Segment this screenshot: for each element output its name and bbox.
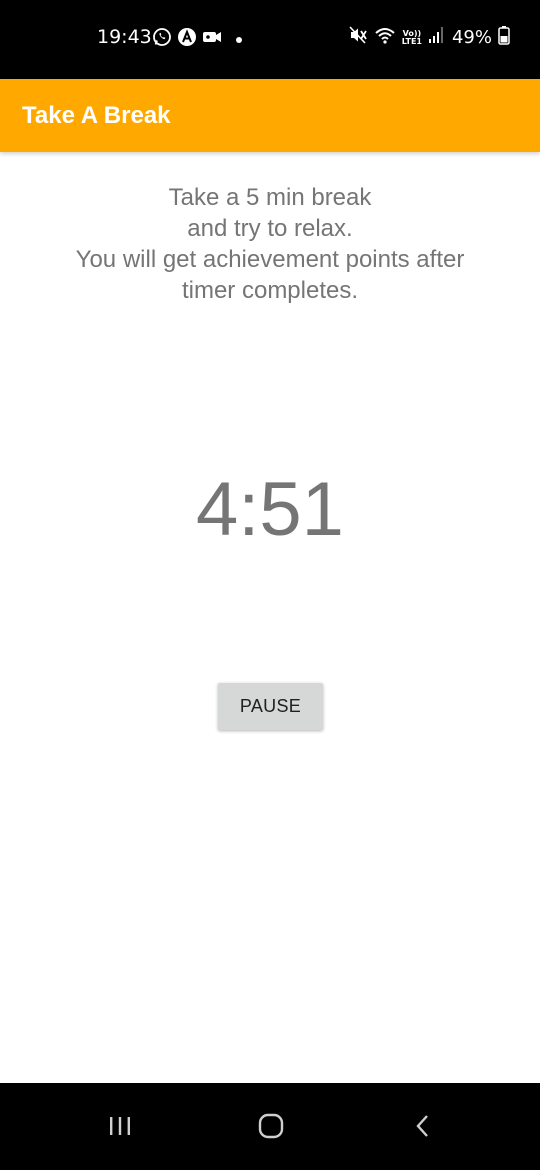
status-left-icons: [152, 27, 243, 52]
status-bar: 19:43: [0, 0, 540, 79]
message-line: and try to relax.: [187, 215, 353, 242]
countdown-timer: 4:51: [196, 467, 344, 552]
whatsapp-icon: [152, 27, 172, 52]
volte-icon: Vo)) LTE1: [401, 28, 422, 46]
recent-apps-button[interactable]: [95, 1108, 145, 1144]
back-icon: [416, 1115, 428, 1137]
recent-apps-icon: [110, 1117, 130, 1135]
break-message: Take a 5 min break and try to relax. You…: [0, 182, 540, 306]
home-icon: [258, 1113, 284, 1139]
app-a-icon: [177, 27, 197, 52]
message-line: Take a 5 min break: [168, 184, 372, 211]
navigation-bar: [0, 1083, 540, 1170]
wifi-icon: [374, 25, 396, 50]
video-camera-icon: [202, 27, 222, 52]
dot-icon: [235, 31, 243, 49]
pause-button[interactable]: PAUSE: [218, 683, 323, 730]
mute-vibrate-icon: [348, 25, 368, 50]
status-right-icons: Vo)) LTE1 49%: [348, 25, 510, 50]
message-line: You will get achievement points after: [75, 246, 465, 273]
battery-percent: 49%: [451, 26, 492, 48]
back-button[interactable]: [398, 1108, 448, 1144]
home-button[interactable]: [246, 1108, 296, 1144]
status-time: 19:43: [97, 26, 152, 48]
app-bar: Take A Break: [0, 79, 540, 152]
signal-icon: [428, 25, 446, 50]
app-title: Take A Break: [22, 102, 171, 129]
battery-icon: [498, 25, 510, 50]
message-line: timer completes.: [181, 277, 359, 304]
